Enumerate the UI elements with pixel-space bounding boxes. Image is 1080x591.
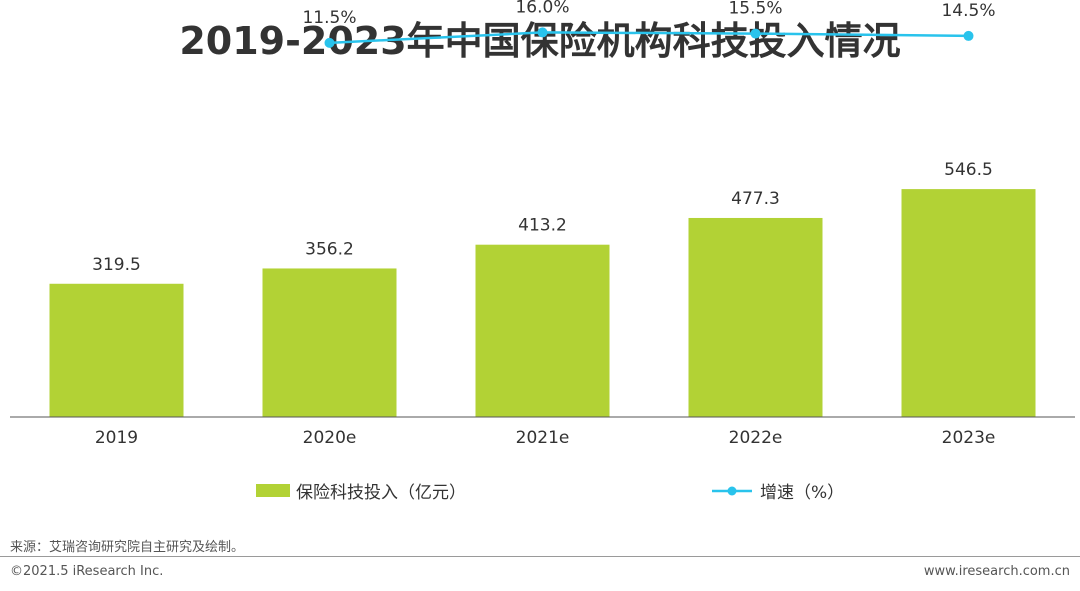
growth-label-2020e: 11.5% [302,8,356,28]
bar-label-2021e: 413.2 [518,216,567,236]
x-tick-2019: 2019 [95,428,138,448]
legend-line-label: 增速（%） [760,483,845,503]
bar-2022e [688,217,823,417]
bar-2023e [901,189,1036,417]
bar-2019 [49,283,184,417]
bar-label-2019: 319.5 [92,255,141,275]
legend-line: 增速（%） [712,478,844,503]
chart-title: 2019-2023年中国保险机构科技投入情况 [179,19,901,63]
growth-label-2022e: 15.5% [728,0,782,19]
legend-bar-label: 保险科技投入（亿元） [296,483,466,503]
x-tick-2021e: 2021e [516,428,570,448]
bar-label-2022e: 477.3 [731,189,780,209]
growth-point-2021e [537,27,548,38]
legend-bar: 保险科技投入（亿元） [256,478,466,503]
growth-label-2023e: 14.5% [941,1,995,21]
legend-bar-swatch [256,484,290,497]
growth-point-2020e [324,37,335,48]
bar-2021e [475,244,610,417]
footer-rule [0,556,1080,557]
legend-line-swatch [712,486,752,495]
source-note: 来源：艾瑞咨询研究院自主研究及绘制。 [10,540,245,555]
growth-point-2023e [963,30,974,41]
x-tick-2023e: 2023e [942,428,996,448]
bar-2020e [262,268,397,417]
x-tick-2022e: 2022e [729,428,783,448]
growth-point-2022e [750,28,761,39]
growth-line [329,31,969,45]
bar-label-2020e: 356.2 [305,239,354,259]
growth-label-2021e: 16.0% [515,0,569,17]
website: www.iresearch.com.cn [923,564,1070,579]
bar-label-2023e: 546.5 [944,160,993,180]
x-tick-2020e: 2020e [303,428,357,448]
chart-svg: 319.5 2019 356.2 2020e 413.2 2021e 477.3 2022e 5… [10,0,1075,448]
copyright: ©2021.5 iResearch Inc. [10,564,164,579]
